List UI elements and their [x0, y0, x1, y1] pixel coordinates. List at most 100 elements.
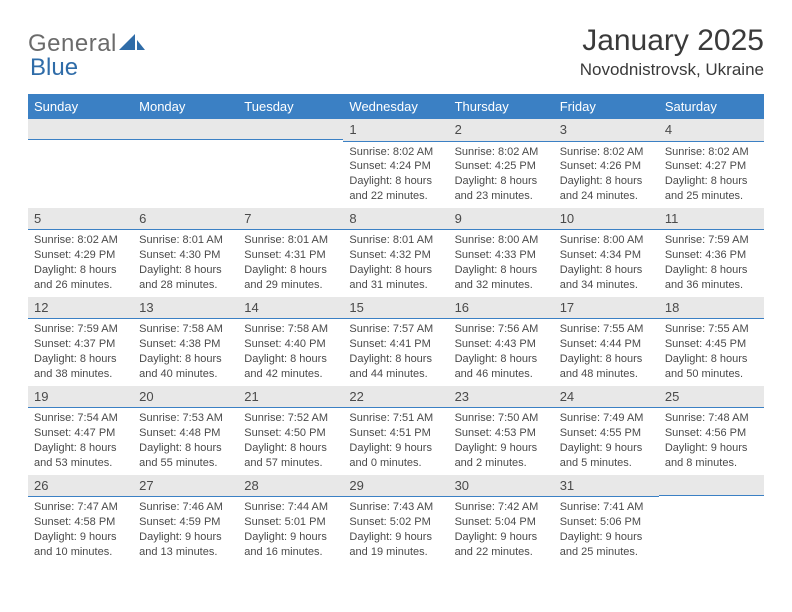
sunrise-text: Sunrise: 7:42 AM [455, 500, 548, 515]
day-details: Sunrise: 7:59 AMSunset: 4:37 PMDaylight:… [28, 319, 133, 385]
sunset-text: Sunset: 5:04 PM [455, 515, 548, 530]
sunset-text: Sunset: 4:30 PM [139, 248, 232, 263]
day-header: Thursday [449, 94, 554, 119]
day-details: Sunrise: 8:02 AMSunset: 4:27 PMDaylight:… [659, 142, 764, 208]
sunset-text: Sunset: 4:47 PM [34, 426, 127, 441]
daylight-text: Daylight: 8 hours and 34 minutes. [560, 263, 653, 293]
day-header: Tuesday [238, 94, 343, 119]
day-details: Sunrise: 7:55 AMSunset: 4:44 PMDaylight:… [554, 319, 659, 385]
calendar-day-cell: 14Sunrise: 7:58 AMSunset: 4:40 PMDayligh… [238, 297, 343, 386]
sunset-text: Sunset: 4:26 PM [560, 159, 653, 174]
calendar-week-row: 5Sunrise: 8:02 AMSunset: 4:29 PMDaylight… [28, 208, 764, 297]
day-details: Sunrise: 8:01 AMSunset: 4:31 PMDaylight:… [238, 230, 343, 296]
calendar-week-row: 1Sunrise: 8:02 AMSunset: 4:24 PMDaylight… [28, 119, 764, 208]
day-details: Sunrise: 8:02 AMSunset: 4:26 PMDaylight:… [554, 142, 659, 208]
day-number: 5 [28, 208, 133, 231]
sunrise-text: Sunrise: 7:55 AM [560, 322, 653, 337]
sunset-text: Sunset: 4:51 PM [349, 426, 442, 441]
calendar-day-cell: 23Sunrise: 7:50 AMSunset: 4:53 PMDayligh… [449, 386, 554, 475]
sunset-text: Sunset: 4:48 PM [139, 426, 232, 441]
daylight-text: Daylight: 8 hours and 26 minutes. [34, 263, 127, 293]
daylight-text: Daylight: 8 hours and 28 minutes. [139, 263, 232, 293]
day-header: Saturday [659, 94, 764, 119]
calendar-day-cell [659, 475, 764, 564]
sunrise-text: Sunrise: 8:02 AM [34, 233, 127, 248]
day-number: 14 [238, 297, 343, 320]
day-number: 18 [659, 297, 764, 320]
sunset-text: Sunset: 4:29 PM [34, 248, 127, 263]
calendar-day-cell: 29Sunrise: 7:43 AMSunset: 5:02 PMDayligh… [343, 475, 448, 564]
sunset-text: Sunset: 4:50 PM [244, 426, 337, 441]
daylight-text: Daylight: 9 hours and 22 minutes. [455, 530, 548, 560]
day-details: Sunrise: 8:00 AMSunset: 4:34 PMDaylight:… [554, 230, 659, 296]
day-number: 6 [133, 208, 238, 231]
calendar-day-cell: 10Sunrise: 8:00 AMSunset: 4:34 PMDayligh… [554, 208, 659, 297]
day-details: Sunrise: 7:59 AMSunset: 4:36 PMDaylight:… [659, 230, 764, 296]
daylight-text: Daylight: 8 hours and 42 minutes. [244, 352, 337, 382]
sunrise-text: Sunrise: 8:01 AM [349, 233, 442, 248]
day-number: 24 [554, 386, 659, 409]
empty-day-bar [659, 475, 764, 496]
calendar-day-cell: 12Sunrise: 7:59 AMSunset: 4:37 PMDayligh… [28, 297, 133, 386]
day-number: 25 [659, 386, 764, 409]
calendar-day-cell: 30Sunrise: 7:42 AMSunset: 5:04 PMDayligh… [449, 475, 554, 564]
sunrise-text: Sunrise: 8:01 AM [244, 233, 337, 248]
day-header: Monday [133, 94, 238, 119]
daylight-text: Daylight: 9 hours and 5 minutes. [560, 441, 653, 471]
daylight-text: Daylight: 9 hours and 8 minutes. [665, 441, 758, 471]
calendar-day-cell [28, 119, 133, 208]
sunrise-text: Sunrise: 7:55 AM [665, 322, 758, 337]
daylight-text: Daylight: 8 hours and 44 minutes. [349, 352, 442, 382]
sunset-text: Sunset: 4:43 PM [455, 337, 548, 352]
sunrise-text: Sunrise: 7:58 AM [244, 322, 337, 337]
sunset-text: Sunset: 4:45 PM [665, 337, 758, 352]
sunrise-text: Sunrise: 7:59 AM [34, 322, 127, 337]
day-header-row: Sunday Monday Tuesday Wednesday Thursday… [28, 94, 764, 119]
day-details: Sunrise: 8:02 AMSunset: 4:24 PMDaylight:… [343, 142, 448, 208]
sunset-text: Sunset: 4:27 PM [665, 159, 758, 174]
calendar-body: 1Sunrise: 8:02 AMSunset: 4:24 PMDaylight… [28, 119, 764, 564]
day-number: 3 [554, 119, 659, 142]
day-details: Sunrise: 8:00 AMSunset: 4:33 PMDaylight:… [449, 230, 554, 296]
sunrise-text: Sunrise: 7:49 AM [560, 411, 653, 426]
sunrise-text: Sunrise: 7:46 AM [139, 500, 232, 515]
sunrise-text: Sunrise: 7:56 AM [455, 322, 548, 337]
location-label: Novodnistrovsk, Ukraine [580, 60, 764, 80]
sunrise-text: Sunrise: 7:50 AM [455, 411, 548, 426]
day-number: 15 [343, 297, 448, 320]
empty-day-bar [133, 119, 238, 140]
day-details: Sunrise: 7:50 AMSunset: 4:53 PMDaylight:… [449, 408, 554, 474]
day-details: Sunrise: 8:02 AMSunset: 4:29 PMDaylight:… [28, 230, 133, 296]
day-header: Wednesday [343, 94, 448, 119]
month-title: January 2025 [580, 24, 764, 58]
day-details: Sunrise: 7:51 AMSunset: 4:51 PMDaylight:… [343, 408, 448, 474]
calendar-day-cell: 8Sunrise: 8:01 AMSunset: 4:32 PMDaylight… [343, 208, 448, 297]
daylight-text: Daylight: 8 hours and 40 minutes. [139, 352, 232, 382]
calendar-day-cell: 25Sunrise: 7:48 AMSunset: 4:56 PMDayligh… [659, 386, 764, 475]
calendar-day-cell [133, 119, 238, 208]
calendar-table: Sunday Monday Tuesday Wednesday Thursday… [28, 94, 764, 564]
daylight-text: Daylight: 8 hours and 23 minutes. [455, 174, 548, 204]
daylight-text: Daylight: 8 hours and 46 minutes. [455, 352, 548, 382]
day-details: Sunrise: 7:53 AMSunset: 4:48 PMDaylight:… [133, 408, 238, 474]
sunset-text: Sunset: 4:44 PM [560, 337, 653, 352]
daylight-text: Daylight: 8 hours and 32 minutes. [455, 263, 548, 293]
calendar-day-cell [238, 119, 343, 208]
day-details: Sunrise: 7:58 AMSunset: 4:38 PMDaylight:… [133, 319, 238, 385]
sunrise-text: Sunrise: 7:54 AM [34, 411, 127, 426]
calendar-day-cell: 31Sunrise: 7:41 AMSunset: 5:06 PMDayligh… [554, 475, 659, 564]
day-details: Sunrise: 7:48 AMSunset: 4:56 PMDaylight:… [659, 408, 764, 474]
day-number: 19 [28, 386, 133, 409]
calendar-day-cell: 13Sunrise: 7:58 AMSunset: 4:38 PMDayligh… [133, 297, 238, 386]
day-number: 11 [659, 208, 764, 231]
calendar-day-cell: 21Sunrise: 7:52 AMSunset: 4:50 PMDayligh… [238, 386, 343, 475]
sunset-text: Sunset: 4:34 PM [560, 248, 653, 263]
sunrise-text: Sunrise: 7:43 AM [349, 500, 442, 515]
sunrise-text: Sunrise: 7:47 AM [34, 500, 127, 515]
sunrise-text: Sunrise: 7:58 AM [139, 322, 232, 337]
calendar-day-cell: 3Sunrise: 8:02 AMSunset: 4:26 PMDaylight… [554, 119, 659, 208]
day-number: 4 [659, 119, 764, 142]
sunrise-text: Sunrise: 7:48 AM [665, 411, 758, 426]
day-details: Sunrise: 8:01 AMSunset: 4:32 PMDaylight:… [343, 230, 448, 296]
logo: General [28, 24, 145, 58]
